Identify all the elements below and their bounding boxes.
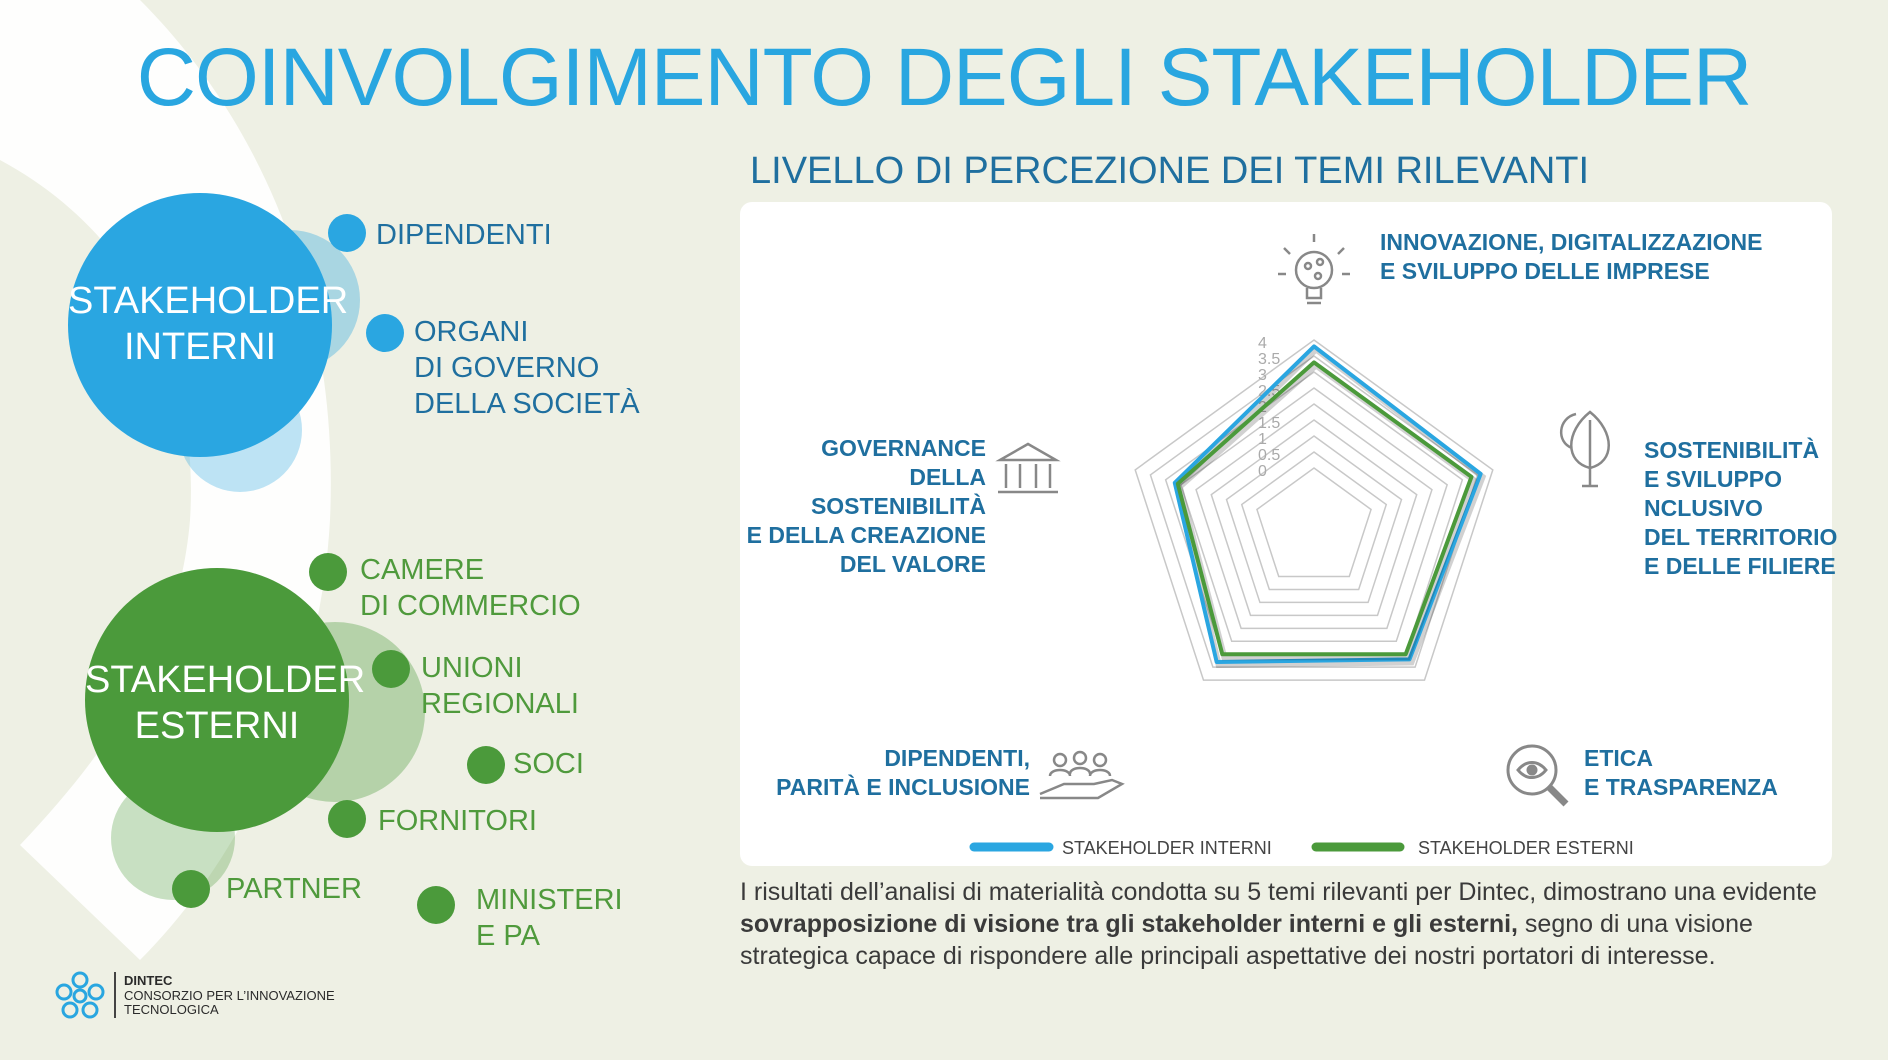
axis-label-innovazione: INNOVAZIONE, DIGITALIZZAZIONE E SVILUPPO… <box>1380 229 1763 284</box>
dintec-logo-icon <box>55 971 105 1019</box>
item-organi-di-governo: ORGANI DI GOVERNO DELLA SOCIETÀ <box>414 316 640 420</box>
item-partner: PARTNER <box>226 873 362 905</box>
axis-label-sostenibilita: SOSTENIBILITÀ E SVILUPPO NCLUSIVO DEL TE… <box>1644 437 1838 579</box>
bullet-soci <box>467 746 505 784</box>
radar-chart: 00.511.522.533.54 STAKEHOLDER INTERNI ST… <box>969 234 1634 858</box>
bullet-partner <box>172 870 210 908</box>
radar-tick-label: 1.5 <box>1258 415 1280 432</box>
radar-grid-ring <box>1179 387 1449 643</box>
item-unioni-regionali: UNIONI REGIONALI <box>421 652 579 720</box>
radar-grid-ring <box>1195 403 1433 630</box>
legend-label-internal: STAKEHOLDER INTERNI <box>1062 838 1272 858</box>
radar-tick-label: 4 <box>1258 335 1267 352</box>
logo-line2: TECNOLOGICA <box>124 1002 219 1017</box>
radar-grid-ring <box>1134 339 1494 681</box>
description: I risultati dell’analisi di materialità … <box>740 876 1840 972</box>
axis-label-governance: GOVERNANCE DELLA SOSTENIBILITÀ E DELLA C… <box>746 435 986 577</box>
radar-grid-ring <box>1149 355 1479 668</box>
radar-grid-ring <box>1240 451 1388 591</box>
logo-name: DINTEC <box>124 973 173 988</box>
bullet-fornitori <box>328 800 366 838</box>
bullet-camere <box>309 553 347 591</box>
item-fornitori: FORNITORI <box>378 805 537 837</box>
radar-grid-ring <box>1210 419 1418 617</box>
bullet-unioni <box>372 650 410 688</box>
radar-tick-label: 0.5 <box>1258 447 1280 464</box>
axis-label-dipendenti: DIPENDENTI, PARITÀ E INCLUSIONE <box>776 745 1030 800</box>
leaf-plug-icon <box>1560 410 1610 488</box>
internal-stakeholder-circle <box>68 193 332 457</box>
item-ministeri-e-pa: MINISTERI E PA <box>476 884 623 952</box>
bullet-dipendenti <box>328 214 366 252</box>
lightbulb-icon <box>1278 234 1350 305</box>
external-stakeholder-label: STAKEHOLDER ESTERNI <box>85 659 366 747</box>
item-dipendenti: DIPENDENTI <box>376 219 552 251</box>
internal-stakeholder-label: STAKEHOLDER INTERNI <box>68 280 349 368</box>
radar-tick-label: 0 <box>1258 463 1267 480</box>
radar-grid-ring <box>1256 467 1372 578</box>
external-stakeholder-circle <box>85 568 349 832</box>
chart-title: LIVELLO DI PERCEZIONE DEI TEMI RILEVANTI <box>750 150 1590 192</box>
description-bold: sovrapposizione di visione tra gli stake… <box>740 910 1518 938</box>
people-hand-icon <box>1039 750 1125 800</box>
axis-label-etica: ETICA E TRASPARENZA <box>1584 745 1778 800</box>
radar-tick-label: 3 <box>1258 367 1267 384</box>
radar-tick-label: 1 <box>1258 431 1267 448</box>
radar-series-internal <box>1172 344 1483 664</box>
radar-grid-ring <box>1225 435 1403 604</box>
radar-series-shadow <box>1173 345 1487 669</box>
radar-series-external <box>1175 360 1474 657</box>
institution-icon <box>995 442 1061 494</box>
logo-divider <box>114 972 116 1018</box>
logo-line1: CONSORZIO PER L’INNOVAZIONE <box>124 988 335 1003</box>
page-title: COINVOLGIMENTO DEGLI STAKEHOLDER <box>136 32 1752 123</box>
bullet-organi <box>366 314 404 352</box>
item-soci: SOCI <box>513 748 584 780</box>
description-text-1: I risultati dell’analisi di materialità … <box>740 878 1817 906</box>
bullet-ministeri <box>417 886 455 924</box>
chart-card <box>740 202 1832 866</box>
magnifier-eye-icon <box>1506 744 1569 807</box>
item-camere-di-commercio: CAMERE DI COMMERCIO <box>360 554 581 622</box>
radar-tick-label: 3.5 <box>1258 351 1280 368</box>
description-text-2: segno di una visione strategica capace d… <box>740 910 1753 970</box>
legend-label-external: STAKEHOLDER ESTERNI <box>1418 838 1634 858</box>
